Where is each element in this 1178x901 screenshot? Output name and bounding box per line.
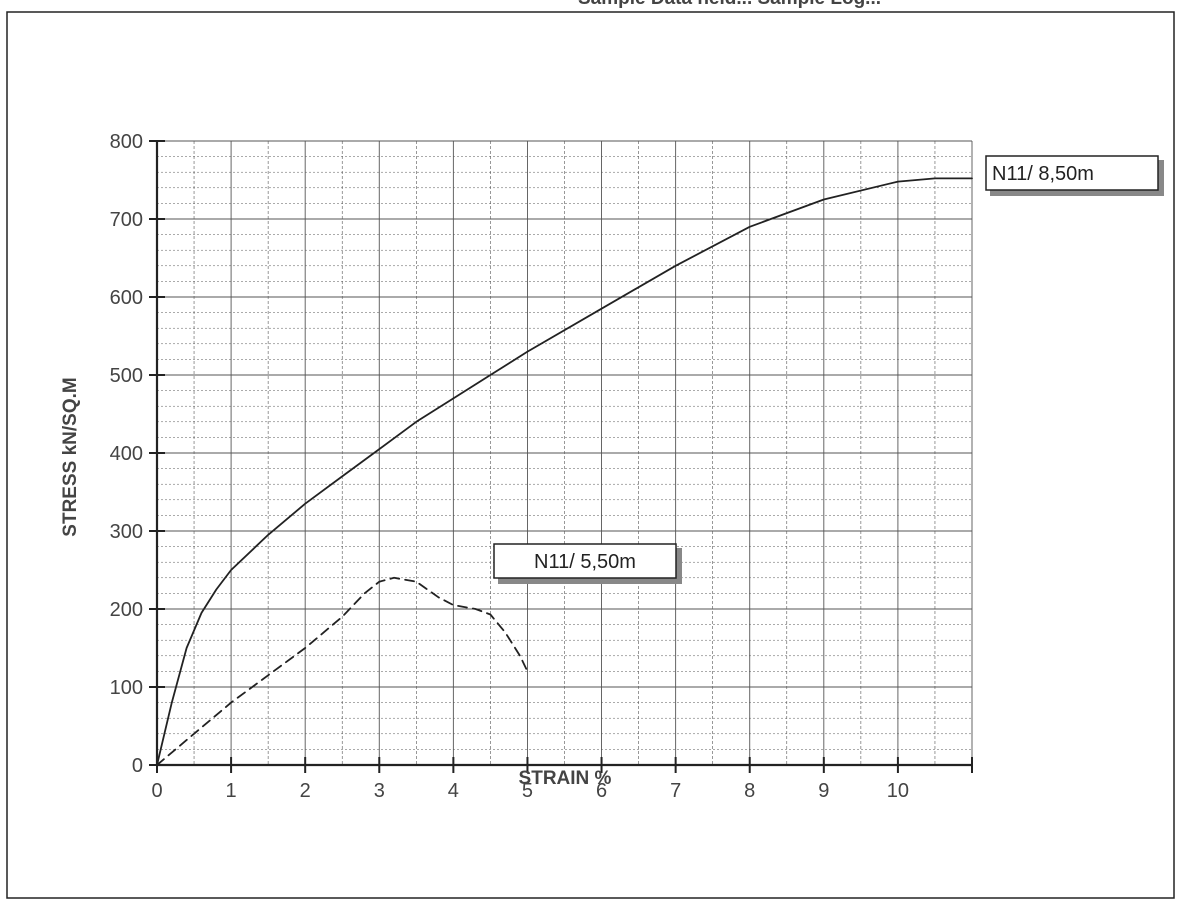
series-label-n11-550: N11/ 5,50m [534,551,636,573]
x-tick-label: 9 [818,780,829,802]
chart-frame [6,11,1175,899]
x-tick-label: 1 [226,780,237,802]
y-tick-label: 0 [132,755,143,777]
x-tick-label: 5 [522,780,533,802]
x-tick-label: 2 [300,780,311,802]
cut-off-header: Sample Data held... Sample Log... [578,0,881,10]
y-tick-label: 400 [110,443,143,465]
x-tick-label: 6 [596,780,607,802]
series-line-2 [156,576,529,766]
y-tick-label: 200 [110,599,143,621]
x-tick-label: 7 [670,780,681,802]
x-tick-label: 0 [151,780,162,802]
x-tick-label: 3 [374,780,385,802]
label-box-n11-850: N11/ 8,50m [985,155,1164,196]
y-tick-label: 100 [110,677,143,699]
x-tick-label: 4 [448,780,459,802]
x-tick-label: 8 [744,780,755,802]
y-tick-label: 500 [110,365,143,387]
series-group [156,177,973,766]
y-tick-label: 300 [110,521,143,543]
y-axis-label: STRESS kN/SQ.M [60,377,81,536]
series-line-1 [156,177,973,766]
y-tick-label: 600 [110,287,143,309]
y-tick-label: 800 [110,131,143,153]
grid [156,140,973,766]
series-label-n11-850: N11/ 8,50m [992,163,1094,185]
label-box-n11-550: N11/ 5,50m [493,543,682,584]
x-tick-label: 10 [887,780,909,802]
x-axis-label: STRAIN % [519,768,612,789]
y-tick-label: 700 [110,209,143,231]
axes [149,140,973,773]
